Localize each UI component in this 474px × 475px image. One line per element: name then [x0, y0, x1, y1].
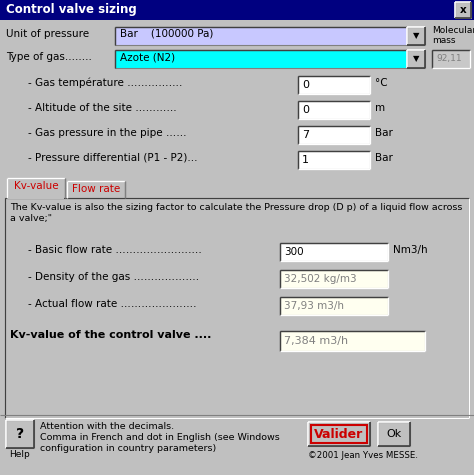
Text: Control valve sizing: Control valve sizing	[6, 3, 137, 16]
Text: - Actual flow rate ………………….: - Actual flow rate ………………….	[28, 299, 197, 309]
Bar	[407, 27, 425, 45]
Text: Ok: Ok	[386, 429, 401, 439]
Text: - Density of the gas ……………….: - Density of the gas ……………….	[28, 272, 199, 282]
Text: Valider: Valider	[314, 428, 364, 440]
Text: 7,384 m3/h: 7,384 m3/h	[284, 336, 348, 346]
Text: 7: 7	[302, 130, 309, 140]
Text: Nm3/h: Nm3/h	[393, 245, 428, 255]
Text: Unit of pressure: Unit of pressure	[6, 29, 89, 39]
Text: 37,93 m3/h: 37,93 m3/h	[284, 301, 344, 311]
Bar	[0, 0, 474, 20]
Text: Bar: Bar	[375, 128, 393, 138]
Bar	[280, 331, 425, 351]
Bar	[455, 2, 471, 18]
Text: Kv-value of the control valve ....: Kv-value of the control valve ....	[10, 330, 211, 340]
Bar	[280, 243, 388, 261]
Text: - Gas température …………….: - Gas température …………….	[28, 78, 182, 88]
Text: - Pressure differential (P1 - P2)...: - Pressure differential (P1 - P2)...	[28, 153, 198, 163]
Text: Comma in French and dot in English (see Windows: Comma in French and dot in English (see …	[40, 433, 280, 442]
Text: ?: ?	[16, 427, 24, 441]
Text: 1: 1	[302, 155, 309, 165]
Bar	[67, 181, 125, 198]
Text: Azote (N2): Azote (N2)	[120, 52, 175, 62]
Bar	[280, 297, 388, 315]
Bar	[298, 76, 370, 94]
Bar	[5, 198, 469, 418]
Text: ▼: ▼	[413, 55, 419, 64]
Text: 300: 300	[284, 247, 304, 257]
Text: Type of gas........: Type of gas........	[6, 52, 92, 62]
Text: Molecular
mass: Molecular mass	[432, 26, 474, 46]
Text: 32,502 kg/m3: 32,502 kg/m3	[284, 274, 356, 284]
Text: ©2001 Jean Yves MESSE.: ©2001 Jean Yves MESSE.	[308, 451, 418, 460]
Text: Help: Help	[9, 450, 30, 459]
Text: Kv-value: Kv-value	[14, 181, 58, 191]
Text: m: m	[375, 103, 385, 113]
Text: - Basic flow rate …………………….: - Basic flow rate …………………….	[28, 245, 202, 255]
Text: 92,11: 92,11	[436, 55, 462, 64]
Text: - Altitude of the site …………: - Altitude of the site …………	[28, 103, 177, 113]
Text: Bar: Bar	[375, 153, 393, 163]
Bar	[6, 420, 34, 448]
Text: ▼: ▼	[413, 31, 419, 40]
Text: x: x	[460, 5, 466, 15]
Text: Attention with the decimals.: Attention with the decimals.	[40, 422, 174, 431]
Text: °C: °C	[375, 78, 388, 88]
Text: 0: 0	[302, 80, 309, 90]
Bar	[7, 178, 65, 198]
Bar	[432, 50, 470, 68]
Bar	[298, 126, 370, 144]
Text: The Kv-value is also the sizing factor to calculate the Pressure drop (D p) of a: The Kv-value is also the sizing factor t…	[10, 203, 462, 212]
Bar	[308, 422, 370, 446]
Text: - Gas pressure in the pipe ……: - Gas pressure in the pipe ……	[28, 128, 187, 138]
Bar	[378, 422, 410, 446]
Bar	[280, 270, 388, 288]
Bar	[298, 151, 370, 169]
Text: configuration in country parameters): configuration in country parameters)	[40, 444, 216, 453]
Text: Flow rate: Flow rate	[72, 184, 120, 194]
Bar	[311, 425, 367, 443]
Text: a valve;": a valve;"	[10, 214, 52, 223]
Bar	[115, 27, 407, 45]
Bar	[115, 50, 407, 68]
Bar	[298, 101, 370, 119]
Text: Bar    (100000 Pa): Bar (100000 Pa)	[120, 29, 213, 39]
Text: 0: 0	[302, 105, 309, 115]
Bar	[407, 50, 425, 68]
